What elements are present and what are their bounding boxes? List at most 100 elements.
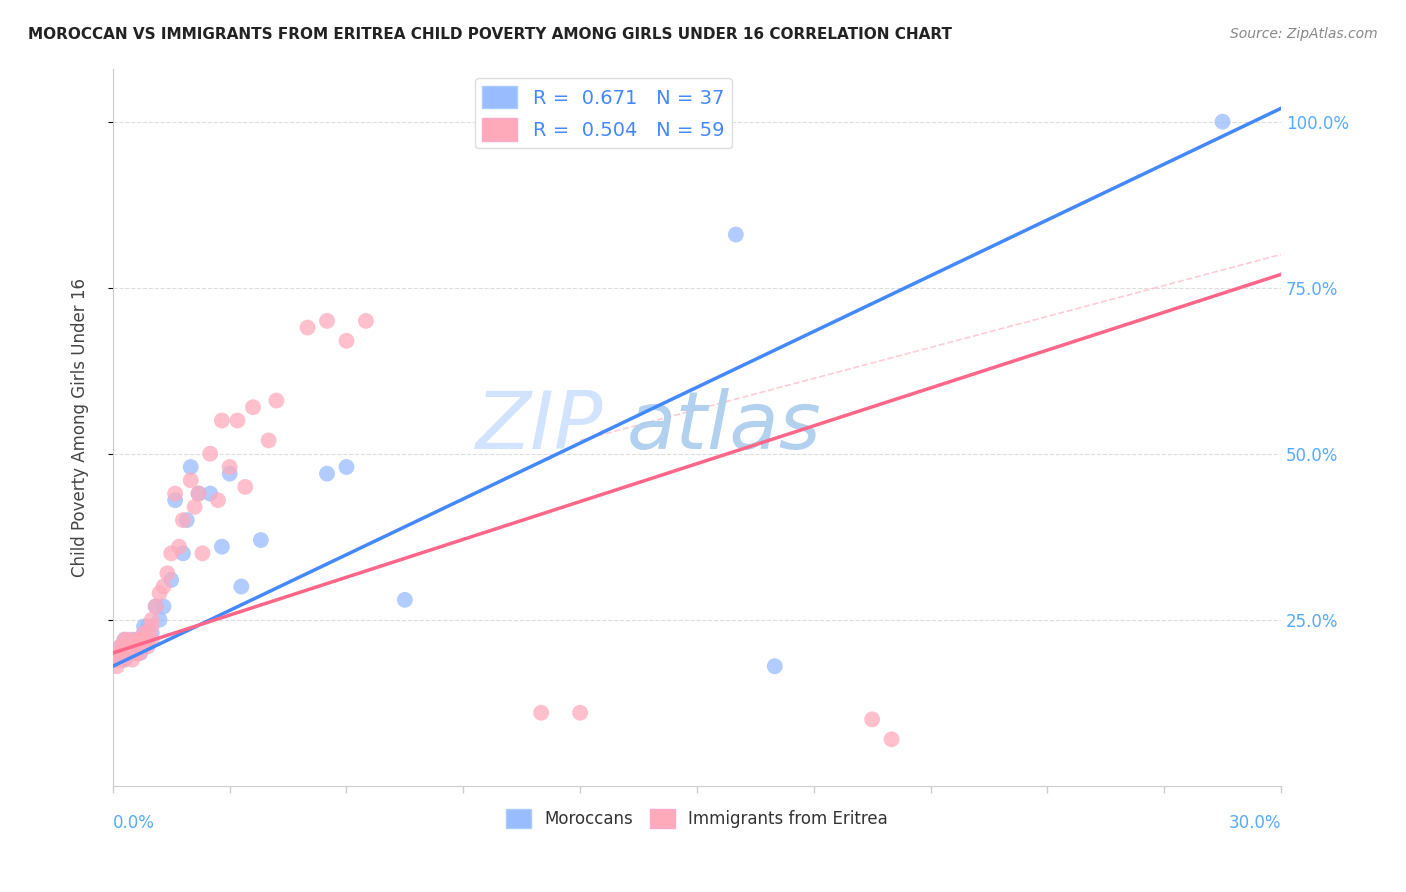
Point [136, 632, 159, 647]
Point [121, 646, 143, 660]
Point [180, 460, 202, 475]
Point [121, 640, 143, 654]
Point [105, 659, 128, 673]
Point [160, 546, 183, 560]
Point [724, 227, 747, 242]
Point [148, 586, 170, 600]
Point [165, 486, 187, 500]
Point [110, 640, 132, 654]
Point [129, 646, 152, 660]
Text: Source: ZipAtlas.com: Source: ZipAtlas.com [1230, 27, 1378, 41]
Legend: Moroccans, Immigrants from Eritrea: Moroccans, Immigrants from Eritrea [499, 802, 894, 835]
Point [172, 513, 194, 527]
Point [191, 546, 214, 560]
Point [117, 646, 139, 660]
Text: MOROCCAN VS IMMIGRANTS FROM ERITREA CHILD POVERTY AMONG GIRLS UNDER 16 CORRELATI: MOROCCAN VS IMMIGRANTS FROM ERITREA CHIL… [28, 27, 952, 42]
Point [183, 500, 205, 514]
Point [114, 652, 136, 666]
Point [125, 646, 148, 660]
Point [335, 334, 357, 348]
Point [569, 706, 592, 720]
Point [114, 646, 136, 660]
Point [880, 732, 903, 747]
Text: 30.0%: 30.0% [1229, 814, 1281, 832]
Point [763, 659, 786, 673]
Point [145, 599, 167, 614]
Point [121, 632, 143, 647]
Point [121, 646, 143, 660]
Point [141, 626, 163, 640]
Point [110, 646, 132, 660]
Point [394, 592, 416, 607]
Point [105, 652, 128, 666]
Point [297, 320, 319, 334]
Point [198, 486, 221, 500]
Point [218, 460, 240, 475]
Text: ZIP: ZIP [477, 388, 603, 467]
Point [226, 413, 249, 427]
Point [860, 712, 883, 726]
Point [198, 447, 221, 461]
Point [117, 640, 139, 654]
Point [132, 626, 155, 640]
Point [257, 434, 280, 448]
Point [242, 401, 264, 415]
Point [167, 540, 190, 554]
Point [165, 493, 187, 508]
Point [136, 619, 159, 633]
Point [129, 646, 152, 660]
Point [125, 640, 148, 654]
Point [530, 706, 553, 720]
Point [231, 580, 253, 594]
Point [335, 460, 357, 475]
Point [110, 640, 132, 654]
Text: atlas: atlas [627, 388, 821, 467]
Point [249, 533, 271, 547]
Point [114, 632, 136, 647]
Point [156, 566, 179, 581]
Point [1212, 114, 1234, 128]
Point [141, 613, 163, 627]
Point [121, 652, 143, 666]
Point [160, 573, 183, 587]
Point [211, 540, 233, 554]
Point [145, 599, 167, 614]
Point [187, 486, 209, 500]
Point [132, 619, 155, 633]
Point [129, 640, 152, 654]
Point [125, 632, 148, 647]
Point [110, 652, 132, 666]
Point [176, 513, 198, 527]
Point [114, 632, 136, 647]
Point [105, 646, 128, 660]
Point [152, 580, 174, 594]
Point [141, 632, 163, 647]
Point [114, 640, 136, 654]
Text: 0.0%: 0.0% [112, 814, 155, 832]
Point [172, 546, 194, 560]
Point [132, 626, 155, 640]
Point [187, 486, 209, 500]
Point [316, 467, 339, 481]
Point [180, 473, 202, 487]
Point [117, 632, 139, 647]
Point [114, 652, 136, 666]
Point [266, 393, 288, 408]
Point [233, 480, 256, 494]
Point [132, 640, 155, 654]
Point [211, 413, 233, 427]
Point [105, 652, 128, 666]
Point [136, 626, 159, 640]
Point [132, 632, 155, 647]
Y-axis label: Child Poverty Among Girls Under 16: Child Poverty Among Girls Under 16 [72, 277, 89, 576]
Point [136, 640, 159, 654]
Point [152, 599, 174, 614]
Point [218, 467, 240, 481]
Point [354, 314, 377, 328]
Point [207, 493, 229, 508]
Point [136, 632, 159, 647]
Point [129, 632, 152, 647]
Point [125, 632, 148, 647]
Point [125, 640, 148, 654]
Point [117, 640, 139, 654]
